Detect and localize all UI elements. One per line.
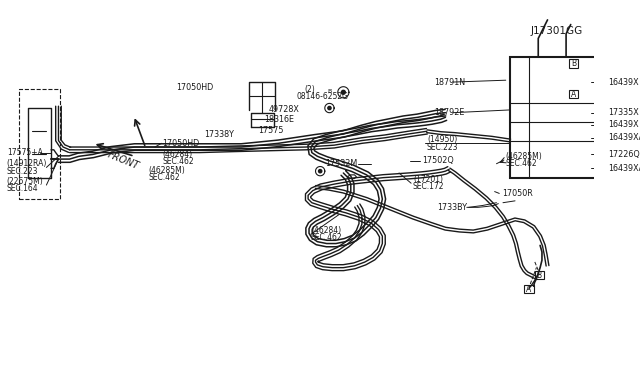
Text: 17050HD: 17050HD [163,139,200,148]
Text: 18792E: 18792E [435,108,465,117]
Text: SEC.164: SEC.164 [6,184,38,193]
Text: (46285M): (46285M) [506,152,543,161]
Text: 17575+A: 17575+A [8,148,44,157]
Text: 17335X: 17335X [608,108,639,117]
Text: A: A [526,285,532,294]
Text: (46284): (46284) [311,226,341,235]
Circle shape [319,170,322,173]
Circle shape [341,90,346,94]
Text: (14950): (14950) [427,135,457,144]
Text: 49728X: 49728X [269,105,300,115]
Text: 16439XA: 16439XA [608,164,640,173]
Circle shape [328,106,331,110]
Text: 17050R: 17050R [502,189,533,198]
Text: 17338Y: 17338Y [204,129,234,138]
Text: SEC.462: SEC.462 [148,173,180,182]
Text: B: B [571,59,576,68]
Text: 18791N: 18791N [435,78,465,87]
Text: 08146-6252G: 08146-6252G [297,92,349,102]
Text: (2): (2) [305,85,315,94]
Text: 17050HD: 17050HD [177,83,214,92]
Text: 17226Q: 17226Q [608,150,639,159]
Text: 16439X: 16439X [608,78,639,87]
Text: 1733BY: 1733BY [436,203,467,212]
Text: 17502Q: 17502Q [422,157,454,166]
Text: 16439X: 16439X [608,120,639,129]
Text: 17532M: 17532M [325,159,357,168]
Text: SEC.462: SEC.462 [163,157,194,166]
Text: SEC.172: SEC.172 [413,182,444,192]
Text: SEC.462: SEC.462 [506,159,538,168]
Text: (17201): (17201) [413,175,443,184]
Text: (46285M): (46285M) [148,166,185,175]
Text: (14912RA): (14912RA) [6,159,47,168]
Text: (46284): (46284) [163,150,193,159]
Text: SEC.462: SEC.462 [311,234,342,243]
Text: SEC.223: SEC.223 [427,142,458,151]
Text: B: B [536,270,541,280]
Text: FRONT: FRONT [106,149,141,171]
Text: SEC.223: SEC.223 [6,167,38,176]
Text: (22675M): (22675M) [6,177,44,186]
Text: 18316E: 18316E [264,115,294,124]
Text: J17301GG: J17301GG [531,26,583,36]
Text: B: B [327,89,332,94]
Text: 17575: 17575 [258,126,284,135]
Text: 16439XA: 16439XA [608,133,640,142]
Text: A: A [571,90,576,99]
